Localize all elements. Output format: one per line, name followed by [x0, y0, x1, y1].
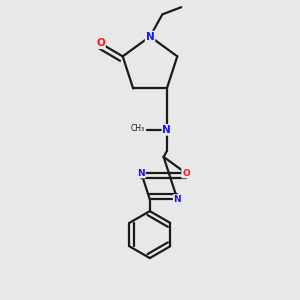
Text: N: N: [137, 169, 145, 178]
Text: N: N: [163, 125, 171, 135]
Text: O: O: [96, 38, 105, 48]
Text: N: N: [174, 195, 181, 204]
Text: CH₃: CH₃: [130, 124, 145, 133]
Text: N: N: [146, 32, 154, 41]
Text: O: O: [182, 169, 190, 178]
